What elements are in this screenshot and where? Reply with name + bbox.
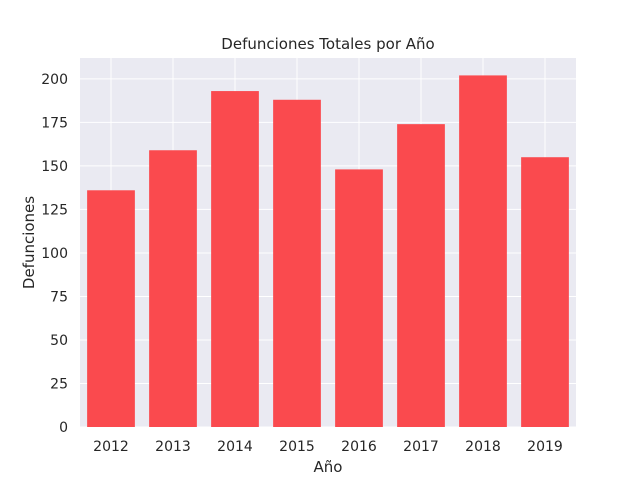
y-tick-label: 175 [41, 115, 68, 131]
x-tick-label: 2013 [155, 439, 191, 455]
y-tick-label: 200 [41, 72, 68, 88]
x-tick-label: 2012 [93, 439, 129, 455]
bars [87, 75, 569, 428]
y-tick-label: 150 [41, 159, 68, 175]
y-tick-label: 50 [50, 333, 68, 349]
x-tick-label: 2018 [465, 439, 501, 455]
bar-2012 [87, 190, 135, 427]
bar-2018 [459, 75, 507, 427]
bar-2019 [521, 157, 569, 427]
bar-2013 [149, 150, 197, 427]
bar-2016 [335, 169, 383, 427]
x-tick-label: 2014 [217, 439, 253, 455]
bar-2015 [273, 99, 321, 427]
x-axis-label: Año [314, 458, 343, 476]
y-tick-label: 100 [41, 246, 68, 262]
bar-2017 [397, 124, 445, 427]
y-tick-label: 0 [59, 420, 68, 436]
x-tick-label: 2016 [341, 439, 377, 455]
x-tick-label: 2017 [403, 439, 439, 455]
y-tick-label: 25 [50, 376, 68, 392]
bar-2014 [211, 91, 259, 428]
chart-title: Defunciones Totales por Año [221, 35, 434, 53]
y-tick-label: 125 [41, 202, 68, 218]
x-tick-label: 2019 [527, 439, 563, 455]
x-tick-label: 2015 [279, 439, 315, 455]
y-axis-tick-labels: 0 25 50 75 100 125 150 175 200 [41, 72, 68, 436]
x-axis-tick-labels: 2012 2013 2014 2015 2016 2017 2018 2019 [93, 439, 563, 455]
y-axis-label: Defunciones [20, 196, 38, 289]
y-tick-label: 75 [50, 289, 68, 305]
